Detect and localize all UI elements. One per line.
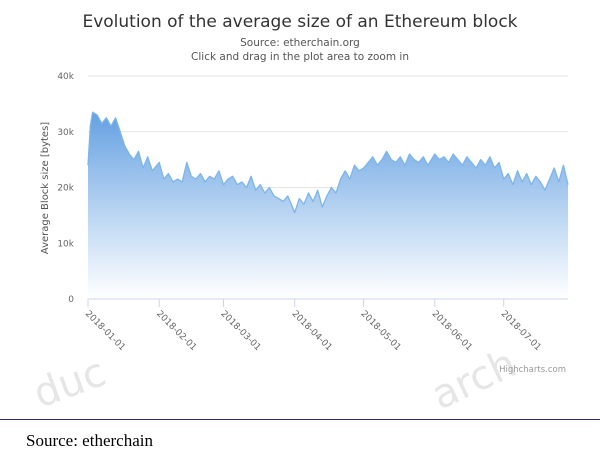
- plot-area[interactable]: [87, 111, 569, 299]
- chart-svg[interactable]: duc arch 0 10k 20k 30k 40k 2018-01-01 2018-02…: [0, 0, 600, 420]
- chart-subtitle: Source: etherchain.org: [240, 37, 360, 49]
- y-tick-labels: 0 10k 20k 30k 40k: [57, 72, 74, 305]
- caption-divider: [0, 419, 600, 420]
- x-tick-label: 2018-02-01: [154, 309, 198, 353]
- y-tick-label: 0: [68, 295, 74, 305]
- chart-credits[interactable]: Highcharts.com: [499, 365, 566, 375]
- x-tick-labels: 2018-01-01 2018-02-01 2018-03-01 2018-04-01…: [83, 309, 543, 353]
- x-tick-label: 2018-03-01: [218, 309, 262, 353]
- chart-container: duc arch 0 10k 20k 30k 40k 2018-01-01 2018-02…: [0, 0, 600, 420]
- y-tick-label: 30k: [57, 128, 74, 138]
- y-tick-label: 40k: [57, 72, 74, 82]
- x-tick-label: 2018-05-01: [358, 309, 402, 353]
- chart-zoom-hint: Click and drag in the plot area to zoom …: [191, 51, 409, 63]
- watermark-text-left: duc: [28, 349, 112, 417]
- series-area-fill: [88, 112, 568, 299]
- series-line: [87, 111, 569, 214]
- x-tick-label: 2018-04-01: [290, 309, 334, 353]
- y-tick-label: 10k: [57, 239, 74, 249]
- x-tick-label: 2018-06-01: [430, 309, 474, 353]
- chart-title: Evolution of the average size of an Ethe…: [82, 12, 517, 32]
- y-axis-title: Average Block size [bytes]: [40, 122, 51, 254]
- y-tick-label: 20k: [57, 184, 74, 194]
- source-caption: Source: etherchain: [26, 431, 153, 450]
- watermark-text-right: arch: [425, 340, 524, 419]
- axes: [87, 298, 568, 307]
- x-tick-label: 2018-01-01: [83, 309, 127, 353]
